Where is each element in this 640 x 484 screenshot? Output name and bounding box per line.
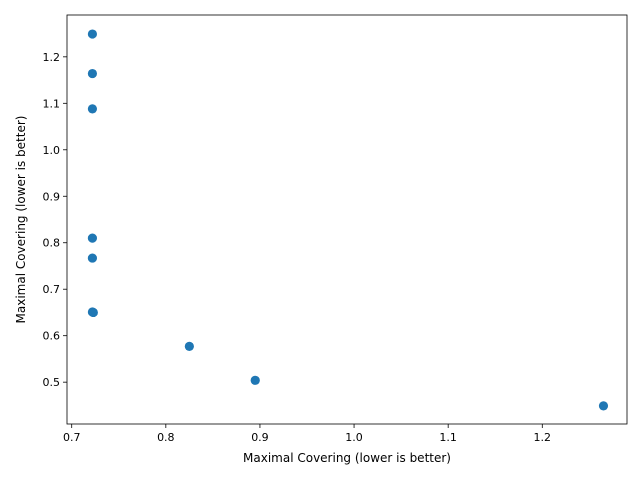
- axes-frame: [66, 14, 628, 425]
- x-tick-label: 0.8: [157, 431, 175, 444]
- data-point: [88, 307, 98, 318]
- y-tick-label: 0.5: [43, 376, 61, 389]
- data-point: [87, 253, 98, 263]
- x-tick-label: 0.9: [251, 431, 269, 444]
- y-ticks: 0.5 0.6 0.7 0.8 0.9 1.0 1.1 1.2: [43, 51, 67, 389]
- data-point: [87, 29, 98, 39]
- data-point: [87, 68, 98, 79]
- y-axis-label: Maximal Covering (lower is better): [14, 116, 28, 324]
- y-tick-label: 0.8: [43, 237, 61, 250]
- y-tick-label: 0.9: [43, 190, 61, 203]
- y-tick-label: 1.1: [43, 97, 61, 110]
- data-point: [184, 341, 194, 351]
- y-tick-label: 1.2: [43, 51, 61, 64]
- data-point: [598, 401, 609, 411]
- data-point: [250, 375, 260, 385]
- x-tick-label: 1.1: [439, 431, 457, 444]
- y-tick-label: 0.7: [43, 283, 61, 296]
- x-ticks: 0.7 0.8 0.9 1.0 1.1 1.2: [63, 424, 551, 444]
- x-axis-label: Maximal Covering (lower is better): [243, 451, 451, 465]
- x-tick-label: 1.0: [345, 431, 363, 444]
- y-tick-label: 1.0: [43, 144, 61, 157]
- y-tick-label: 0.6: [43, 330, 61, 343]
- x-tick-label: 0.7: [63, 431, 81, 444]
- points-layer: [87, 29, 609, 411]
- data-point: [87, 233, 98, 243]
- x-tick-label: 1.2: [534, 431, 552, 444]
- data-point: [87, 104, 98, 114]
